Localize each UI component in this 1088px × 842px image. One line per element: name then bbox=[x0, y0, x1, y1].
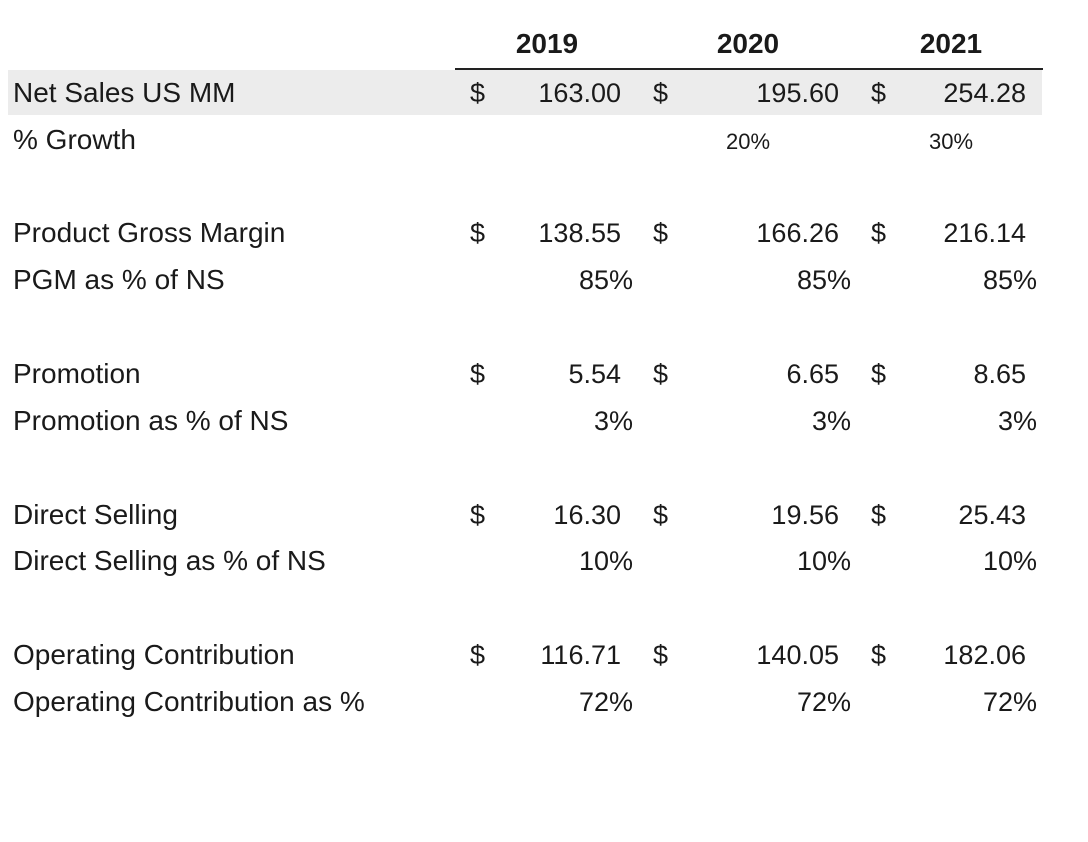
money-value: 25.43 bbox=[958, 500, 1026, 530]
currency-symbol: $ bbox=[653, 359, 669, 389]
money-value: 8.65 bbox=[973, 359, 1026, 389]
row-label: Operating Contribution bbox=[13, 639, 295, 670]
percent-value: 10% bbox=[982, 546, 1037, 576]
money-value: 140.05 bbox=[756, 640, 839, 670]
row-label: Net Sales US MM bbox=[13, 77, 236, 108]
currency-symbol: $ bbox=[470, 218, 486, 248]
currency-symbol: $ bbox=[470, 359, 486, 389]
currency-symbol: $ bbox=[653, 640, 669, 670]
percent-value: 3% bbox=[997, 406, 1037, 436]
money-value: 138.55 bbox=[538, 218, 621, 248]
year-header-2019: 2019 bbox=[515, 28, 579, 59]
row-label: % Growth bbox=[13, 124, 136, 155]
header-underline bbox=[455, 68, 1043, 70]
percent-value: 3% bbox=[811, 406, 851, 436]
money-value: 216.14 bbox=[943, 218, 1026, 248]
money-value: 19.56 bbox=[771, 500, 839, 530]
money-value: 116.71 bbox=[540, 640, 621, 670]
money-value: 166.26 bbox=[756, 218, 839, 248]
money-value: 16.30 bbox=[553, 500, 621, 530]
percent-value: 72% bbox=[578, 687, 633, 717]
currency-symbol: $ bbox=[871, 500, 887, 530]
percent-value: 10% bbox=[796, 546, 851, 576]
row-label: Direct Selling bbox=[13, 499, 178, 530]
growth-value: 30% bbox=[928, 129, 974, 154]
percent-value: 85% bbox=[796, 265, 851, 295]
percent-value: 85% bbox=[982, 265, 1037, 295]
percent-value: 85% bbox=[578, 265, 633, 295]
currency-symbol: $ bbox=[470, 500, 486, 530]
net-sales-highlight-band bbox=[8, 70, 1042, 115]
percent-value: 10% bbox=[578, 546, 633, 576]
year-header-2021: 2021 bbox=[919, 28, 983, 59]
currency-symbol: $ bbox=[871, 359, 887, 389]
money-value: 6.65 bbox=[786, 359, 839, 389]
currency-symbol: $ bbox=[653, 78, 669, 108]
currency-symbol: $ bbox=[653, 500, 669, 530]
money-value: 5.54 bbox=[568, 359, 621, 389]
money-value: 163.00 bbox=[538, 78, 621, 108]
currency-symbol: $ bbox=[470, 640, 486, 670]
currency-symbol: $ bbox=[871, 78, 887, 108]
percent-value: 72% bbox=[982, 687, 1037, 717]
currency-symbol: $ bbox=[653, 218, 669, 248]
currency-symbol: $ bbox=[871, 640, 887, 670]
year-header-2020: 2020 bbox=[716, 28, 780, 59]
row-label: Direct Selling as % of NS bbox=[13, 545, 326, 576]
currency-symbol: $ bbox=[470, 78, 486, 108]
row-label: Operating Contribution as % bbox=[13, 686, 365, 717]
row-label: Promotion as % of NS bbox=[13, 405, 289, 436]
money-value: 254.28 bbox=[943, 78, 1026, 108]
row-label: PGM as % of NS bbox=[13, 264, 225, 295]
growth-value: 20% bbox=[725, 129, 771, 154]
money-value: 182.06 bbox=[943, 640, 1026, 670]
money-value: 195.60 bbox=[756, 78, 839, 108]
row-label: Promotion bbox=[13, 358, 141, 389]
percent-value: 72% bbox=[796, 687, 851, 717]
row-label: Product Gross Margin bbox=[13, 217, 286, 248]
percent-value: 3% bbox=[593, 406, 633, 436]
currency-symbol: $ bbox=[871, 218, 887, 248]
